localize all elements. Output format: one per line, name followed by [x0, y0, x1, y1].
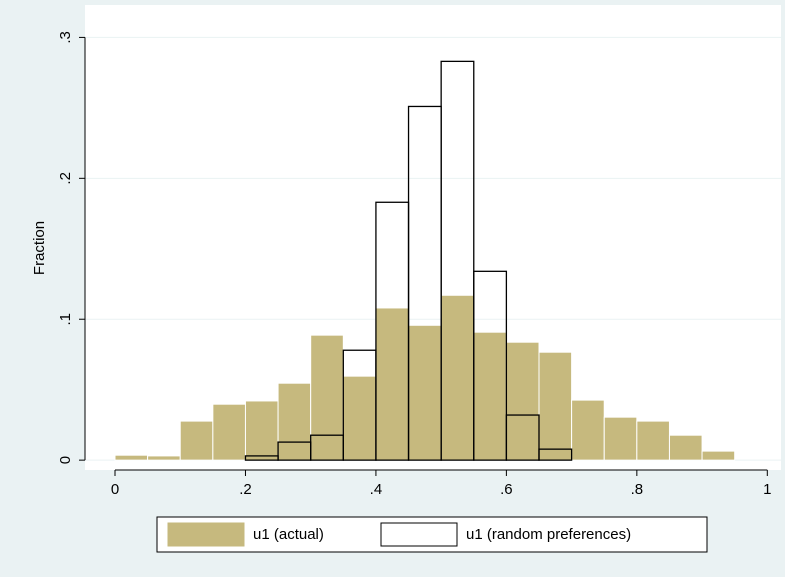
y-tick-label: .2 — [57, 172, 74, 185]
bar — [636, 420, 670, 461]
bar — [538, 448, 573, 461]
legend-label: u1 (random preferences) — [466, 526, 631, 543]
x-tick-label: 1 — [763, 481, 771, 498]
bar — [179, 420, 214, 461]
y-tick-label: .3 — [57, 31, 74, 44]
x-tick-label: .4 — [370, 481, 383, 498]
legend-label: u1 (actual) — [253, 526, 324, 543]
bar — [701, 450, 736, 461]
bar — [408, 324, 442, 461]
legend-key — [380, 522, 458, 547]
bar — [212, 403, 246, 461]
bar — [668, 434, 703, 461]
x-tick-label: 0 — [111, 481, 119, 498]
bar — [375, 307, 410, 461]
bar — [603, 416, 638, 461]
x-tick-label: .6 — [500, 481, 513, 498]
legend-key — [167, 522, 245, 547]
bar — [147, 455, 181, 461]
x-tick-label: .8 — [631, 481, 644, 498]
bar — [505, 341, 540, 461]
x-tick-label: .2 — [239, 481, 252, 498]
bar — [505, 414, 540, 461]
y-axis-label: Fraction — [31, 221, 48, 275]
y-tick-label: .1 — [57, 313, 74, 326]
bar — [571, 399, 605, 461]
bar — [473, 331, 507, 461]
bar — [440, 294, 475, 461]
y-tick-label: 0 — [57, 456, 74, 464]
bar — [473, 270, 508, 461]
bar — [538, 351, 573, 461]
bar — [277, 382, 312, 461]
bar — [342, 375, 377, 461]
bar — [114, 454, 149, 461]
bar — [310, 334, 344, 461]
bar — [244, 400, 279, 461]
bar — [440, 60, 475, 461]
